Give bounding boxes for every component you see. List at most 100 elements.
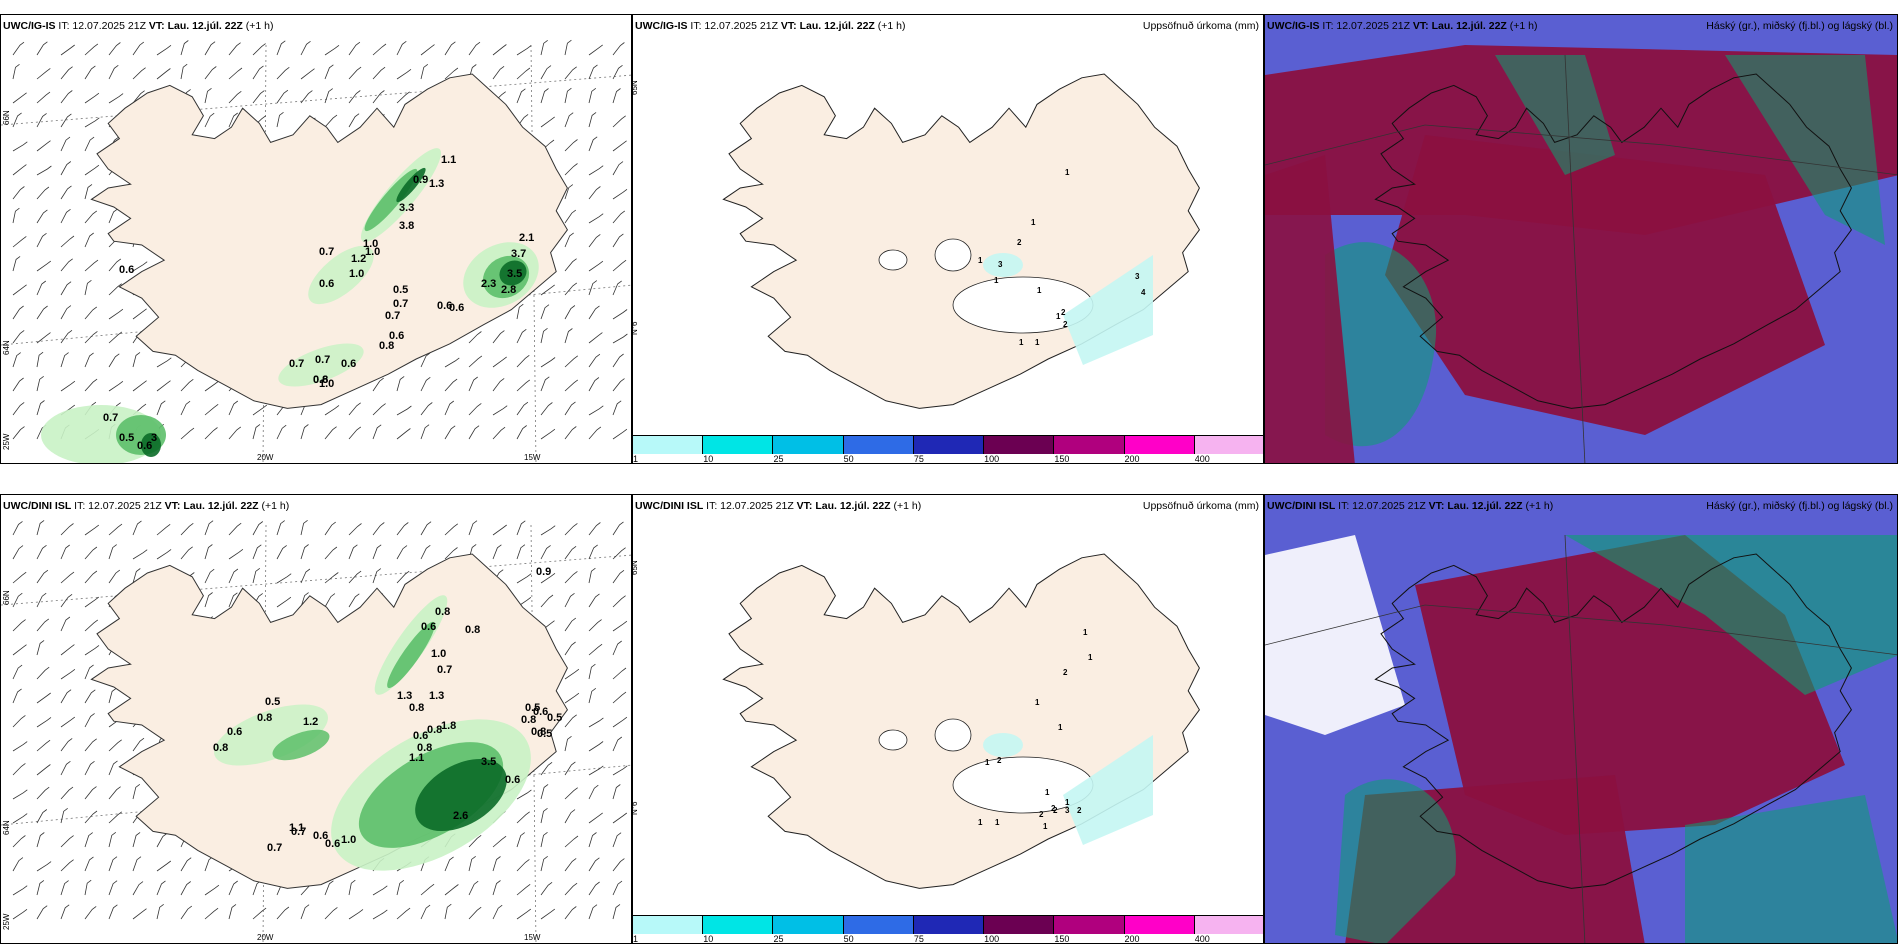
wind-barb [108, 258, 122, 272]
rain-area [499, 260, 527, 286]
panel-title: Uppsöfnuð úrkoma (mm) [1142, 20, 1259, 32]
wind-barb [60, 859, 74, 872]
wind-barb [612, 88, 621, 104]
wind-barb [60, 136, 71, 152]
wind-barb [396, 907, 411, 920]
precip-value-label: 0.6 [533, 706, 548, 718]
panel-header: UWC/DINI ISL IT: 12.07.2025 21Z VT: Lau.… [635, 500, 922, 512]
precip-value-label: 0.6 [413, 730, 428, 742]
precip-value-label: 0.8 [531, 726, 546, 738]
wind-barb [180, 427, 195, 440]
wind-barb [108, 308, 124, 320]
wind-barb [60, 786, 74, 800]
wind-barb [540, 784, 549, 800]
panel-precip-igis: UWC/IG-IS IT: 12.07.2025 21Z VT: Lau. 12… [632, 14, 1264, 464]
wind-barb [60, 760, 71, 776]
colorbar-swatch [984, 916, 1055, 934]
colorbar-swatch [1054, 436, 1125, 454]
precip-value-label: 1.0 [349, 268, 364, 280]
wind-barb [132, 856, 142, 872]
precip-value-label: 1.3 [397, 690, 412, 702]
wind-barb [204, 856, 214, 872]
grid-label: 65N [633, 560, 639, 575]
wind-barb [348, 66, 362, 80]
wind-barb [420, 883, 435, 896]
wind-barb [12, 885, 28, 896]
rain-area [387, 621, 435, 689]
wind-barb [612, 832, 622, 848]
colorbar-swatch [1124, 916, 1195, 934]
wind-barb [612, 42, 625, 56]
wind-barb [252, 90, 265, 104]
wind-barb [228, 904, 237, 920]
wind-barb [84, 352, 94, 368]
precip-value-label: 3.7 [511, 248, 526, 260]
wind-barb [12, 186, 25, 200]
wind-barb [612, 333, 628, 344]
wind-barb [588, 186, 601, 200]
latitude-line [1, 284, 631, 346]
wind-barb [12, 908, 28, 920]
wind-barb [36, 544, 47, 560]
precip-value-label: 0.7 [437, 664, 452, 676]
wind-barb [540, 376, 550, 392]
wind-barb [420, 904, 431, 920]
wind-barb [588, 136, 598, 152]
glacier [934, 238, 972, 272]
wind-barb [564, 592, 575, 608]
wind-barb [564, 858, 577, 872]
wind-barb [468, 520, 478, 536]
wind-barb [348, 523, 362, 536]
rain-area [141, 433, 161, 457]
wind-barb [588, 280, 598, 296]
wind-barb [492, 356, 507, 368]
wind-barb [228, 880, 238, 896]
wind-barb [324, 426, 337, 440]
precip-value-label: 1.0 [431, 648, 446, 660]
wind-barb [252, 880, 262, 896]
graticule-line [1265, 124, 1897, 176]
wind-barb [84, 43, 99, 56]
cloud-high-area [1725, 55, 1885, 245]
precip-value-label: 1 [1058, 723, 1063, 732]
wind-barb [588, 687, 597, 704]
precip-value-label: 2.3 [481, 278, 496, 290]
wind-barb [492, 65, 505, 80]
wind-barb [60, 66, 73, 80]
wind-barb [588, 377, 600, 392]
precip-value-label: 0.6 [505, 774, 520, 786]
colorbar-label: 150 [1054, 454, 1070, 464]
wind-barb [324, 64, 334, 80]
wind-barb [108, 831, 117, 848]
precip-value-label: 1 [1031, 218, 1036, 227]
precip-value-label: 0.6 [421, 621, 436, 633]
panel-header: UWC/DINI ISL IT: 12.07.2025 21Z VT: Lau.… [1267, 500, 1554, 512]
wind-barb [108, 64, 119, 80]
wind-barb [396, 68, 412, 80]
wind-barb [60, 571, 75, 584]
wind-barb [36, 692, 51, 704]
wind-barb [468, 425, 480, 440]
wind-barb [36, 209, 48, 224]
precip-colorbar: 1 10 25 50 75 100 150 200 400 [633, 435, 1263, 464]
colorbar-swatch [913, 436, 985, 454]
wind-barb [84, 210, 98, 224]
wind-barb [108, 688, 117, 704]
iceland-coastline [1374, 73, 1852, 409]
wind-barb [132, 832, 141, 848]
colorbar-swatch [633, 436, 704, 454]
wind-barb [372, 43, 387, 56]
wind-barb [564, 906, 577, 920]
wind-barb [396, 91, 410, 104]
wind-barb [180, 905, 193, 920]
wind-barb [348, 909, 364, 920]
wind-barb [36, 400, 45, 416]
precip-value-label: 0.6 [325, 838, 340, 850]
cloud-high-area [1685, 795, 1897, 943]
wind-barb [348, 113, 360, 128]
wind-barb [276, 596, 292, 608]
wind-barb [540, 525, 556, 536]
latitude-line [1, 764, 631, 826]
wind-barb [612, 547, 626, 560]
wind-barb [588, 765, 604, 776]
